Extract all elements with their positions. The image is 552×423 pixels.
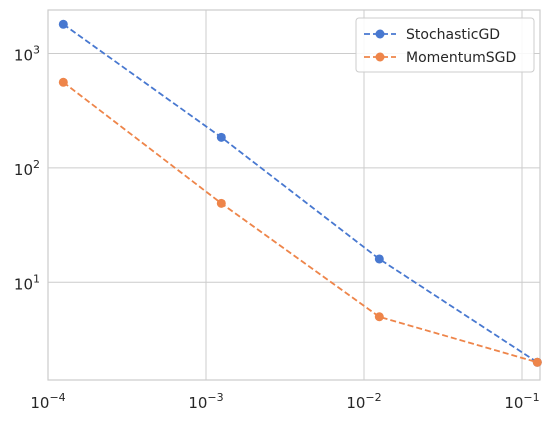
- legend-label-stochasticgd: StochasticGD: [406, 27, 500, 43]
- data-point-stochasticgd: [374, 254, 384, 264]
- y-tick-label: 102: [14, 158, 40, 179]
- series-layer: [58, 19, 542, 367]
- x-tick-label: 10−1: [504, 391, 539, 412]
- data-point-momentumsgd: [374, 312, 384, 322]
- data-point-stochasticgd: [58, 19, 68, 29]
- series-line-stochasticgd: [62, 23, 538, 364]
- tick-labels: 10−4 10−3 10−2 10−1 101 102 103: [14, 43, 540, 412]
- data-point-momentumsgd: [58, 77, 68, 87]
- legend-marker-momentumsgd: [375, 52, 385, 62]
- legend: StochasticGD MomentumSGD: [355, 17, 535, 73]
- data-point-momentumsgd: [532, 357, 542, 367]
- data-point-stochasticgd: [216, 132, 226, 142]
- x-tick-label: 10−2: [346, 391, 381, 412]
- plot-frame: [47, 9, 541, 381]
- legend-label-momentumsgd: MomentumSGD: [406, 50, 516, 66]
- legend-marker-stochasticgd: [375, 29, 385, 39]
- x-tick-label: 10−4: [30, 391, 65, 412]
- x-tick-label: 10−3: [188, 391, 223, 412]
- y-tick-label: 103: [14, 43, 40, 64]
- data-point-momentumsgd: [216, 198, 226, 208]
- series-line-momentumsgd: [62, 81, 538, 364]
- legend-box: [355, 17, 535, 73]
- y-tick-label: 101: [14, 272, 40, 293]
